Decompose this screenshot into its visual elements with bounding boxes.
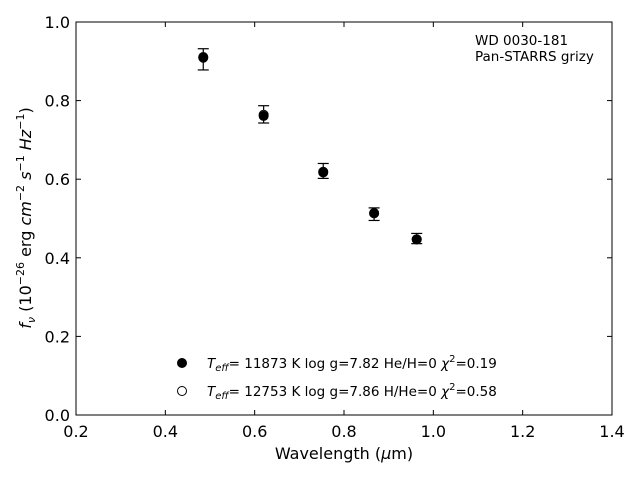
- model-filled-points: [198, 52, 422, 245]
- filled-point-3: [369, 207, 380, 218]
- legend-marker-open: [177, 386, 187, 396]
- y-tick-labels: 0.0 0.2 0.4 0.6 0.8 1.0: [45, 13, 70, 425]
- filled-point-4: [411, 234, 422, 245]
- x-tick-label-0: 0.2: [63, 422, 88, 441]
- y-axis-label: fν (10−26 erg cm−2 s−1 Hz−1): [14, 107, 38, 328]
- filled-point-0: [198, 52, 209, 63]
- legend-entry-open: Teff= 12753 K log g=7.86 H/He=0 χ2=0.58: [207, 382, 497, 402]
- object-name: WD 0030-181: [475, 33, 568, 49]
- legend-marker-filled: [177, 358, 187, 368]
- legend-entry-filled: Teff= 11873 K log g=7.82 He/H=0 χ2=0.19: [207, 354, 497, 374]
- filled-point-1: [258, 110, 269, 121]
- x-tick-label-4: 1.0: [421, 422, 446, 441]
- y-tick-label-0: 0.0: [45, 406, 70, 425]
- x-tick-label-2: 0.6: [242, 422, 267, 441]
- x-tick-labels: 0.2 0.4 0.6 0.8 1.0 1.2 1.4: [63, 422, 624, 441]
- x-tick-label-6: 1.4: [599, 422, 624, 441]
- x-tick-label-1: 0.4: [153, 422, 178, 441]
- y-tick-label-4: 0.8: [45, 92, 70, 111]
- survey-name: Pan-STARRS grizy: [475, 49, 594, 65]
- filled-point-2: [318, 167, 329, 178]
- x-axis-label: Wavelength (μm): [275, 444, 413, 463]
- y-tick-label-5: 1.0: [45, 13, 70, 32]
- x-tick-label-3: 0.8: [331, 422, 356, 441]
- legend: Teff= 11873 K log g=7.82 He/H=0 χ2=0.19 …: [177, 354, 497, 402]
- y-tick-label-2: 0.4: [45, 249, 70, 268]
- axis-ticks: [75, 21, 613, 416]
- x-tick-label-5: 1.2: [510, 422, 535, 441]
- y-tick-label-3: 0.6: [45, 170, 70, 189]
- y-tick-label-1: 0.2: [45, 327, 70, 346]
